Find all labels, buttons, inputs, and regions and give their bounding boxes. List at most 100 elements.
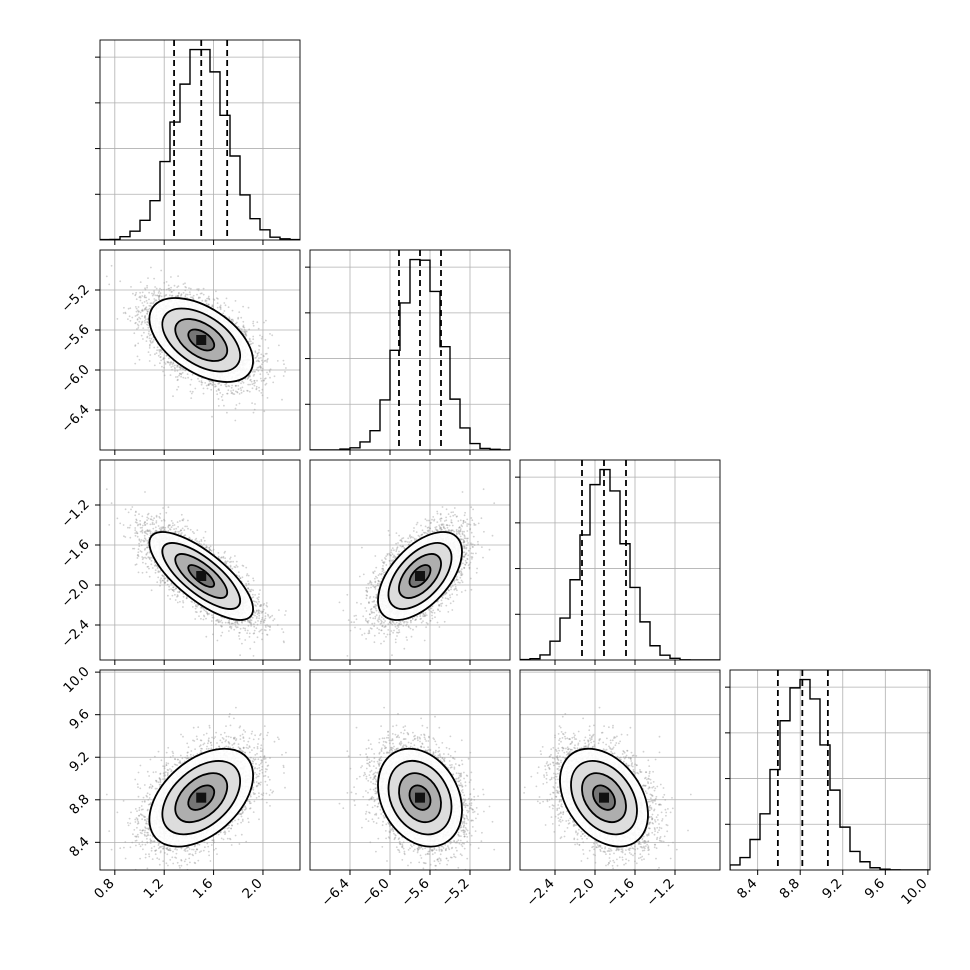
scatter-point bbox=[219, 308, 222, 311]
scatter-point bbox=[216, 302, 219, 304]
scatter-point bbox=[261, 388, 264, 391]
scatter-point bbox=[255, 387, 258, 390]
scatter-point bbox=[172, 362, 175, 365]
scatter-point bbox=[259, 334, 261, 337]
scatter-point bbox=[149, 302, 152, 305]
scatter-point bbox=[204, 300, 207, 303]
scatter-point bbox=[145, 309, 148, 311]
scatter-point bbox=[236, 391, 239, 394]
scatter-point bbox=[162, 357, 165, 360]
scatter-point bbox=[177, 292, 180, 295]
scatter-point bbox=[225, 382, 228, 385]
scatter-point bbox=[255, 356, 257, 359]
scatter-point bbox=[135, 291, 138, 294]
scatter-point bbox=[217, 405, 220, 407]
histogram-steps bbox=[100, 48, 300, 240]
scatter-point bbox=[169, 294, 171, 297]
scatter-point bbox=[178, 291, 180, 294]
scatter-point bbox=[177, 285, 180, 288]
scatter-point bbox=[170, 291, 173, 293]
scatter-point bbox=[235, 385, 237, 387]
scatter-point bbox=[242, 325, 245, 328]
scatter-point bbox=[263, 410, 266, 413]
scatter-point bbox=[179, 372, 181, 375]
scatter-point bbox=[191, 390, 194, 393]
scatter-point bbox=[252, 375, 255, 377]
scatter-point bbox=[145, 340, 148, 342]
scatter-point bbox=[245, 330, 248, 333]
scatter-point bbox=[252, 382, 255, 385]
scatter-point bbox=[133, 332, 136, 335]
scatter-point bbox=[204, 299, 207, 302]
scatter-point bbox=[259, 366, 262, 369]
scatter-point bbox=[250, 380, 253, 383]
histogram-panel-2 bbox=[515, 459, 721, 661]
scatter-point bbox=[167, 361, 170, 363]
scatter-point bbox=[260, 353, 263, 356]
scatter-point bbox=[168, 357, 170, 360]
scatter-point bbox=[154, 294, 157, 297]
scatter-point bbox=[181, 367, 184, 370]
scatter-point bbox=[158, 295, 160, 298]
scatter-point bbox=[236, 321, 238, 324]
scatter-point bbox=[147, 308, 150, 311]
scatter-point bbox=[212, 381, 215, 383]
scatter-point bbox=[252, 335, 255, 338]
scatter-point bbox=[264, 377, 267, 380]
scatter-point bbox=[254, 403, 256, 405]
scatter-point bbox=[200, 381, 203, 384]
scatter-point bbox=[157, 295, 160, 297]
scatter-point bbox=[208, 380, 211, 383]
scatter-point bbox=[136, 318, 139, 320]
scatter-point bbox=[264, 353, 267, 355]
scatter-point bbox=[177, 386, 180, 388]
scatter-point bbox=[147, 332, 150, 335]
scatter-point bbox=[159, 349, 162, 352]
scatter-point bbox=[149, 333, 152, 336]
scatter-point bbox=[228, 385, 231, 388]
scatter-point bbox=[224, 383, 227, 386]
scatter-point bbox=[268, 370, 271, 373]
scatter-point bbox=[155, 287, 158, 290]
scatter-point bbox=[144, 321, 147, 324]
scatter-point bbox=[138, 316, 141, 319]
scatter-point bbox=[162, 370, 165, 373]
scatter-point bbox=[147, 351, 150, 353]
scatter-point bbox=[266, 359, 269, 361]
scatter-point bbox=[141, 320, 144, 323]
scatter-point bbox=[135, 310, 138, 313]
scatter-point bbox=[158, 295, 161, 297]
scatter-point bbox=[282, 359, 285, 362]
scatter-point bbox=[248, 337, 251, 340]
scatter-point bbox=[276, 360, 279, 362]
scatter-point bbox=[150, 342, 153, 344]
scatter-point bbox=[245, 335, 248, 337]
scatter-point bbox=[209, 382, 212, 385]
scatter-point bbox=[244, 333, 247, 336]
scatter-point bbox=[197, 297, 200, 300]
scatter-point bbox=[177, 295, 179, 298]
scatter-point bbox=[134, 344, 137, 346]
scatter-point bbox=[199, 292, 202, 295]
scatter-point bbox=[146, 318, 149, 321]
scatter-point bbox=[134, 294, 137, 297]
scatter-point bbox=[244, 333, 247, 336]
scatter-point bbox=[146, 323, 148, 326]
scatter-point bbox=[207, 297, 210, 300]
scatter-point bbox=[256, 366, 259, 369]
scatter-point bbox=[284, 370, 286, 373]
scatter-point bbox=[174, 295, 177, 298]
scatter-point bbox=[152, 340, 154, 343]
scatter-point bbox=[231, 318, 234, 321]
scatter-point bbox=[167, 284, 170, 287]
scatter-point bbox=[184, 295, 187, 297]
scatter-point bbox=[134, 306, 137, 308]
scatter-point bbox=[242, 325, 245, 328]
scatter-point bbox=[257, 366, 260, 369]
scatter-point bbox=[139, 299, 142, 302]
scatter-point bbox=[250, 342, 253, 345]
scatter-point bbox=[207, 383, 210, 385]
scatter-point bbox=[141, 310, 144, 312]
scatter-point bbox=[240, 316, 243, 319]
scatter-point bbox=[170, 361, 173, 364]
